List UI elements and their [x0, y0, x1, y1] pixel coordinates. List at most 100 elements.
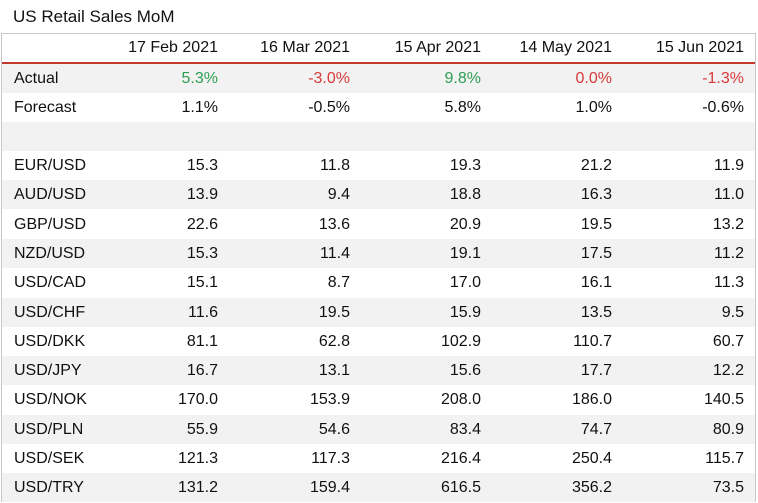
column-header: 15 Jun 2021: [655, 39, 744, 56]
table-cell: 208.0: [440, 391, 481, 409]
table-cell: 11.2: [714, 244, 744, 262]
row-label: USD/CAD: [14, 274, 87, 292]
table-cell: 15.3: [186, 157, 218, 174]
table-row: USD/DKK 81.1 62.8 102.9 110.7 60.7: [2, 327, 755, 356]
table-cell: 9.4: [327, 186, 350, 204]
table-cell: 9.5: [721, 303, 744, 321]
table-cell: 16.7: [186, 362, 218, 380]
spacer-row: [2, 122, 755, 151]
table-row: USD/CHF 11.6 19.5 15.9 13.5 9.5: [2, 297, 755, 327]
table-row: USD/SEK 121.3 117.3 216.4 250.4 115.7: [2, 444, 755, 473]
table-cell: 18.8: [449, 186, 481, 204]
table-cell: 140.5: [703, 391, 744, 409]
row-label: NZD/USD: [14, 244, 86, 262]
table-cell: 11.3: [714, 274, 744, 292]
table-cell: 73.5: [712, 479, 744, 497]
actual-value: 0.0%: [575, 70, 612, 87]
table-cell: 11.0: [714, 186, 744, 204]
actual-value: 5.3%: [181, 70, 218, 87]
table-cell: 13.2: [712, 215, 744, 233]
table-cell: 170.0: [177, 391, 218, 409]
table-cell: 62.8: [318, 332, 350, 350]
table-cell: 11.4: [320, 244, 350, 262]
actual-value: -1.3%: [702, 70, 744, 87]
table-cell: 83.4: [449, 420, 481, 438]
table-row: USD/TRY 131.2 159.4 616.5 356.2 73.5: [2, 473, 755, 503]
table-cell: 16.1: [580, 274, 612, 292]
table-cell: 13.5: [580, 303, 612, 321]
table-cell: 11.8: [320, 157, 350, 174]
table-cell: 186.0: [571, 391, 612, 409]
table-cell: 17.7: [580, 362, 612, 380]
row-label: Forecast: [14, 99, 77, 116]
table-cell: 15.6: [449, 362, 481, 380]
row-label: USD/PLN: [14, 420, 84, 438]
table-cell: 60.7: [712, 332, 744, 350]
row-label: USD/CHF: [14, 303, 86, 321]
table-cell: 356.2: [571, 479, 612, 497]
forecast-value: 1.1%: [181, 99, 218, 116]
actual-value: -3.0%: [308, 70, 350, 87]
table-cell: 250.4: [571, 450, 612, 467]
actual-value: 9.8%: [444, 70, 481, 87]
table-row: AUD/USD 13.9 9.4 18.8 16.3 11.0: [2, 180, 755, 210]
header-row: 17 Feb 2021 16 Mar 2021 15 Apr 2021 14 M…: [2, 34, 755, 64]
row-label: USD/TRY: [14, 479, 84, 497]
table-cell: 15.3: [186, 244, 218, 262]
table-cell: 159.4: [309, 479, 350, 497]
table-cell: 12.2: [712, 362, 744, 380]
row-label: USD/DKK: [14, 332, 86, 350]
table-cell: 15.9: [449, 303, 481, 321]
row-label: Actual: [14, 70, 59, 87]
table-row: USD/CAD 15.1 8.7 17.0 16.1 11.3: [2, 268, 755, 297]
column-header: 16 Mar 2021: [260, 39, 350, 56]
table-cell: 13.1: [318, 362, 350, 380]
table-row: USD/JPY 16.7 13.1 15.6 17.7 12.2: [2, 356, 755, 386]
table-cell: 22.6: [186, 215, 218, 233]
row-label: USD/SEK: [14, 450, 85, 467]
table-cell: 20.9: [449, 215, 481, 233]
row-label: USD/JPY: [14, 362, 82, 380]
data-table: 17 Feb 2021 16 Mar 2021 15 Apr 2021 14 M…: [1, 33, 756, 503]
table-cell: 13.6: [318, 215, 350, 233]
table-cell: 54.6: [318, 420, 350, 438]
table-cell: 153.9: [309, 391, 350, 409]
table-cell: 81.1: [186, 332, 218, 350]
table-row: USD/PLN 55.9 54.6 83.4 74.7 80.9: [2, 414, 755, 444]
table-cell: 216.4: [440, 450, 481, 467]
table-cell: 117.3: [311, 450, 350, 467]
table-row: NZD/USD 15.3 11.4 19.1 17.5 11.2: [2, 238, 755, 268]
table-cell: 616.5: [440, 479, 481, 497]
table-cell: 74.7: [580, 420, 612, 438]
column-header: 17 Feb 2021: [128, 39, 218, 56]
row-label: USD/NOK: [14, 391, 87, 409]
table-cell: 80.9: [712, 420, 744, 438]
table-row: EUR/USD 15.3 11.8 19.3 21.2 11.9: [2, 151, 755, 180]
row-label: EUR/USD: [14, 157, 87, 174]
forecast-row: Forecast 1.1% -0.5% 5.8% 1.0% -0.6%: [2, 93, 755, 122]
table-cell: 16.3: [580, 186, 612, 204]
table-cell: 11.9: [714, 157, 744, 174]
table-cell: 19.3: [449, 157, 481, 174]
row-label: GBP/USD: [14, 215, 87, 233]
forecast-value: 1.0%: [575, 99, 612, 116]
table-cell: 19.5: [580, 215, 612, 233]
table-cell: 21.2: [580, 157, 612, 174]
table-cell: 11.6: [188, 303, 218, 321]
column-header: 14 May 2021: [519, 39, 612, 56]
table-cell: 55.9: [186, 420, 218, 438]
table-cell: 13.9: [186, 186, 218, 204]
table-cell: 110.7: [573, 332, 612, 350]
table-cell: 15.1: [186, 274, 218, 292]
forecast-value: -0.5%: [308, 99, 350, 116]
table-cell: 17.5: [580, 244, 612, 262]
table-row: USD/NOK 170.0 153.9 208.0 186.0 140.5: [2, 385, 755, 414]
table-cell: 19.1: [449, 244, 481, 262]
table-cell: 19.5: [318, 303, 350, 321]
forecast-value: 5.8%: [444, 99, 481, 116]
actual-row: Actual 5.3% -3.0% 9.8% 0.0% -1.3%: [2, 64, 755, 93]
row-label: AUD/USD: [14, 186, 87, 204]
table-cell: 131.2: [177, 479, 218, 497]
table-cell: 8.7: [327, 274, 350, 292]
table-cell: 17.0: [449, 274, 481, 292]
